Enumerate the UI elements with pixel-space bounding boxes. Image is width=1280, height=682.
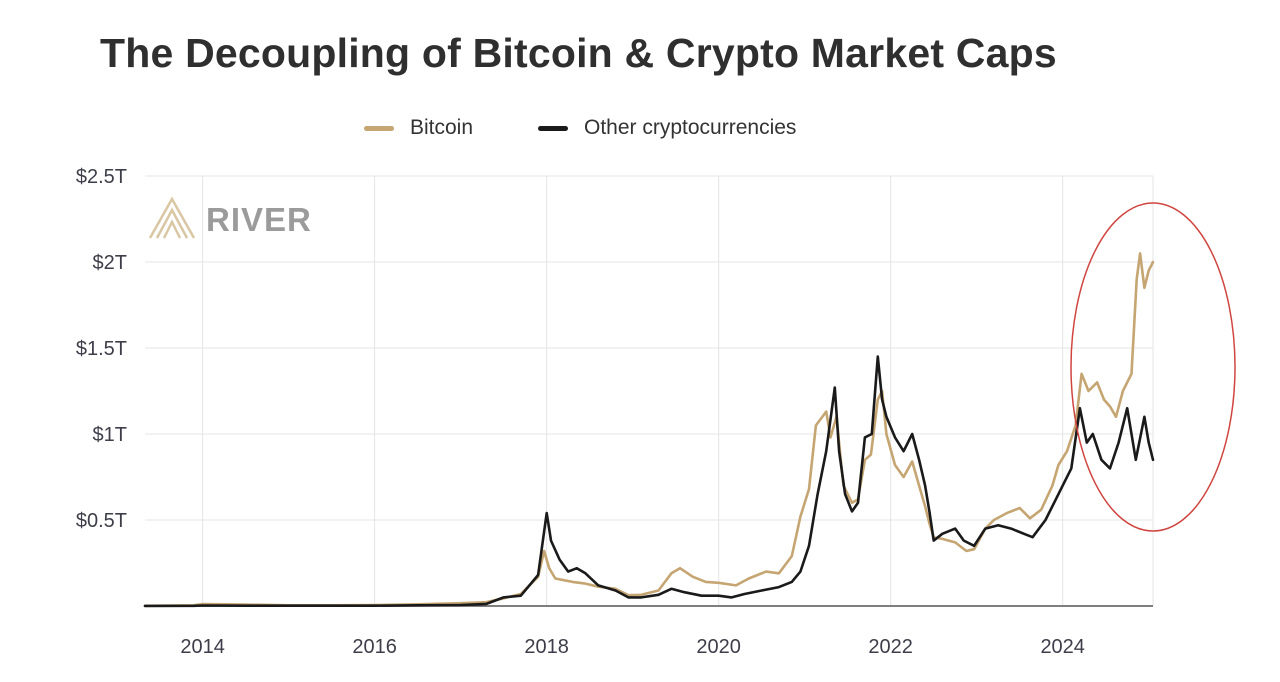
x-tick-label: 2018 [524,636,569,658]
legend-swatch-other-cryptocurrencies [538,125,568,131]
y-tick-label: $0.5T [76,510,127,532]
y-tick-label: $2.5T [76,166,127,188]
legend-item-bitcoin[interactable]: Bitcoin [364,116,473,140]
river-logo-icon [148,196,196,239]
series-line-other-cryptocurrencies [143,355,1155,608]
series-line-bitcoin [143,252,1155,608]
y-tick-label: $2T [93,252,127,274]
x-tick-label: 2022 [868,636,913,658]
y-tick-label: $1.5T [76,338,127,360]
legend-item-other-cryptocurrencies[interactable]: Other cryptocurrencies [538,116,796,140]
x-tick-label: 2024 [1040,636,1085,658]
highlight-ellipse [1070,202,1236,532]
x-tick-label: 2016 [352,636,397,658]
grid [145,175,1154,606]
legend-swatch-bitcoin [364,125,394,131]
watermark: RIVER [148,196,312,239]
x-tick-label: 2014 [180,636,225,658]
legend-label-bitcoin: Bitcoin [410,116,474,139]
y-tick-label: $1T [93,424,127,446]
legend: Bitcoin Other cryptocurrencies [0,116,1280,146]
legend-label-other-cryptocurrencies: Other cryptocurrencies [584,116,797,139]
x-tick-label: 2020 [696,636,741,658]
series [143,252,1155,608]
watermark-text: RIVER [206,201,312,238]
axes: $0.5T $1T $1.5T $2T $2.5T 2014 2016 2018 2020 202… [76,166,1153,658]
chart-title: The Decoupling of Bitcoin & Crypto Marke… [100,30,1057,76]
